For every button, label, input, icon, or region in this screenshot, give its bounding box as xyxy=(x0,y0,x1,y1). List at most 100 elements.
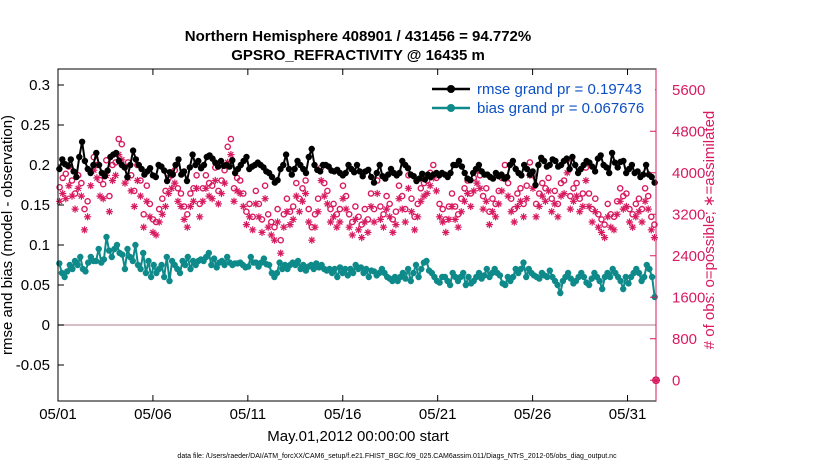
obs-possible-point xyxy=(264,210,272,218)
obs-possible-point xyxy=(604,200,612,208)
bias-point xyxy=(349,269,357,277)
obs-possible-point xyxy=(81,205,88,213)
obs-possible-point xyxy=(314,195,322,202)
obs-assimilated-point xyxy=(330,213,338,221)
obs-possible-point xyxy=(289,203,297,210)
obs-assimilated-point xyxy=(211,176,219,185)
rmse-point xyxy=(552,157,559,165)
rmse-point xyxy=(302,169,310,177)
y-left-tick-label: 0.1 xyxy=(29,237,50,254)
obs-assimilated-point xyxy=(183,223,191,231)
y-axis-right: 5600 4800 4000 3200 2400 1600 800 0 xyxy=(650,69,705,401)
rmse-point xyxy=(569,153,576,161)
y-left-tick-label: 0.3 xyxy=(29,77,50,94)
obs-assimilated-point xyxy=(482,197,490,205)
y-right-tick-label: 800 xyxy=(672,331,697,348)
obs-possible-point xyxy=(579,190,587,197)
obs-possible-point xyxy=(327,205,334,213)
obs-assimilated-point xyxy=(376,215,384,223)
bias-point xyxy=(460,269,467,277)
obs-possible-point xyxy=(560,177,568,184)
obs-assimilated-point xyxy=(435,213,444,221)
legend-bias-marker xyxy=(447,104,455,112)
bias-point xyxy=(404,265,412,273)
obs-possible-point xyxy=(302,177,309,184)
rmse-point xyxy=(458,163,466,170)
rmse-point xyxy=(308,145,315,153)
obs-assimilated-point xyxy=(196,213,204,221)
rmse-point xyxy=(152,173,159,181)
obs-assimilated-point xyxy=(202,184,210,192)
y-left-tick-label: 0.25 xyxy=(21,117,50,134)
rmse-point xyxy=(146,165,154,172)
obs-assimilated-point xyxy=(336,218,344,226)
obs-possible-point xyxy=(601,221,608,228)
obs-assimilated-point xyxy=(411,226,419,234)
rmse-point xyxy=(226,163,233,170)
obs-assimilated-point xyxy=(404,184,412,192)
obs-possible-point xyxy=(345,210,353,218)
obs-assimilated-point xyxy=(445,215,453,223)
bias-point xyxy=(646,265,653,273)
y-left-tick-label: 0.2 xyxy=(29,157,50,174)
rmse-point xyxy=(368,173,375,181)
rmse-point xyxy=(90,161,97,169)
rmse-series xyxy=(56,138,658,189)
bias-point xyxy=(625,280,632,287)
obs-assimilated-point xyxy=(264,223,272,231)
obs-assimilated-point xyxy=(569,197,578,205)
obs-possible-point xyxy=(283,195,291,202)
obs-assimilated-point xyxy=(420,192,428,200)
obs-assimilated-point xyxy=(591,208,599,216)
rmse-point xyxy=(385,171,392,178)
obs-assimilated-point xyxy=(638,218,646,226)
obs-assimilated-point xyxy=(112,171,120,179)
bias-point xyxy=(596,277,603,285)
obs-assimilated-point xyxy=(326,218,335,226)
obs-assimilated-point xyxy=(439,218,447,226)
obs-possible-point xyxy=(68,177,76,184)
bias-point xyxy=(648,273,656,281)
rmse-point xyxy=(504,173,511,181)
obs-possible-point xyxy=(395,182,403,189)
obs-assimilated-point xyxy=(495,200,503,208)
obs-assimilated-point xyxy=(77,192,85,200)
obs-assimilated-point xyxy=(367,202,375,211)
bias-point xyxy=(161,273,168,281)
rmse-point xyxy=(274,177,281,184)
obs-assimilated-point xyxy=(311,223,319,231)
obs-possible-point xyxy=(548,195,556,202)
x-axis: 05/01 05/06 05/11 05/16 05/21 05/26 05/31 xyxy=(39,69,646,423)
obs-assimilated-point xyxy=(470,187,478,195)
obs-assimilated-point xyxy=(227,151,235,159)
bias-point xyxy=(158,261,165,269)
obs-possible-point xyxy=(271,223,278,231)
obs-assimilated-point xyxy=(59,189,67,198)
obs-possible-point xyxy=(106,192,113,200)
obs-assimilated-point xyxy=(417,197,425,205)
y-left-tick-label: 0.05 xyxy=(21,277,50,294)
bias-point xyxy=(140,249,147,257)
bias-point xyxy=(509,273,517,281)
obs-possible-point xyxy=(545,174,552,182)
obs-assimilated-point xyxy=(267,231,275,239)
obs-possible-point xyxy=(644,192,652,200)
rmse-point xyxy=(396,169,403,177)
bias-point xyxy=(245,263,252,270)
obs-possible-point xyxy=(267,218,275,226)
obs-assimilated-point xyxy=(532,213,540,221)
obs-assimilated-point xyxy=(647,226,655,234)
bias-point xyxy=(617,277,624,285)
obs-assimilated-point xyxy=(464,189,472,198)
rmse-point xyxy=(416,175,423,182)
y-right-tick-label: 4000 xyxy=(672,165,705,182)
obs-assimilated-point xyxy=(161,202,170,211)
rmse-point xyxy=(95,161,103,169)
bias-point xyxy=(365,273,372,281)
bias-point xyxy=(423,257,430,265)
obs-assimilated-point xyxy=(345,223,353,231)
rmse-point xyxy=(175,156,182,163)
obs-possible-point xyxy=(59,174,67,182)
bias-point xyxy=(300,261,307,269)
